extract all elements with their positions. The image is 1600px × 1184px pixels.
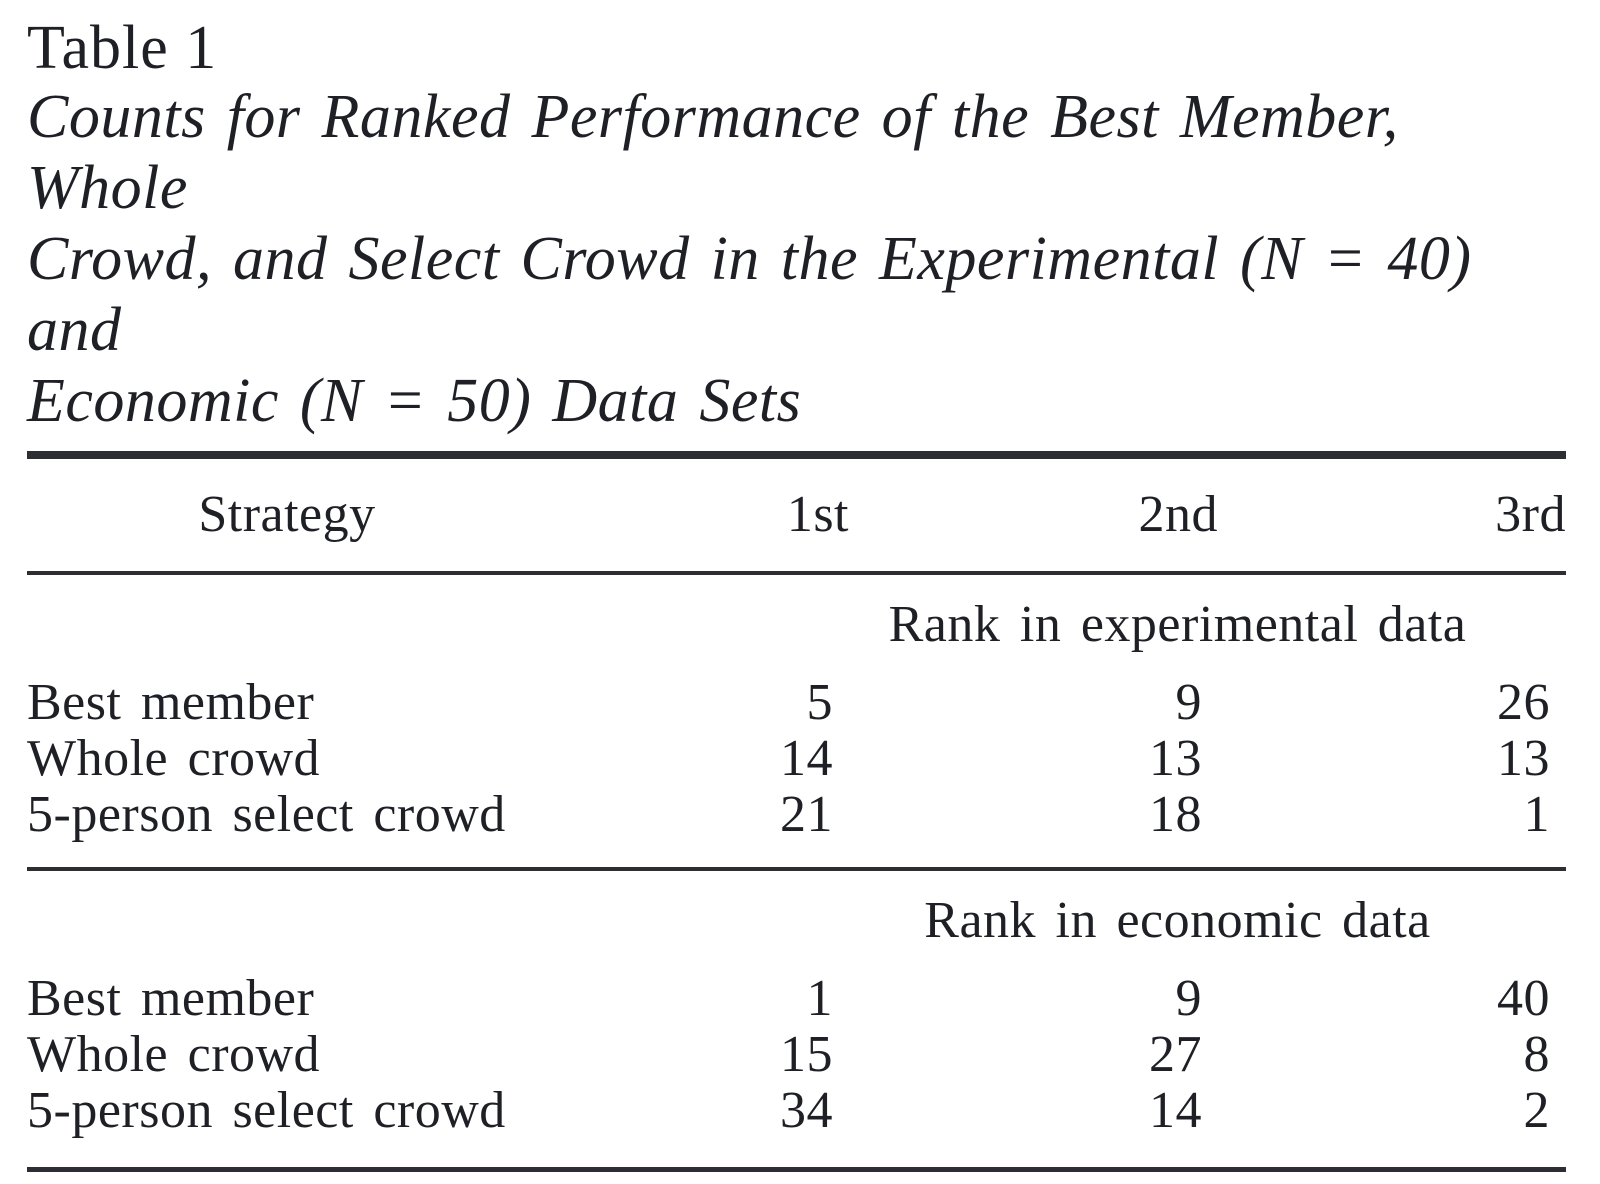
rule-between-sections [27,867,1566,871]
cell-2nd: 14 [1149,1082,1202,1139]
column-header-strategy: Strategy [198,486,376,543]
cell-3rd: 13 [1497,730,1550,787]
table-row: 5-person select crowd 34 14 2 [27,1083,1566,1139]
table-row: Whole crowd 14 13 13 [27,731,1566,787]
cell-1st: 5 [806,674,833,731]
section-header-economic: Rank in economic data [924,892,1431,949]
cell-2nd: 18 [1149,786,1202,843]
rule-below-header [27,571,1566,575]
column-header-row: Strategy 1st 2nd 3rd [27,459,1566,571]
cell-3rd: 40 [1497,970,1550,1027]
caption-line-3: Economic (N = 50) Data Sets [27,367,802,435]
table-row: 5-person select crowd 21 18 1 [27,787,1566,843]
table-block: Table 1 Counts for Ranked Performance of… [27,14,1566,1184]
caption-line-1: Counts for Ranked Performance of the Bes… [27,83,1399,222]
cell-2nd: 27 [1149,1026,1202,1083]
cell-1st: 1 [806,970,833,1027]
cell-3rd: 2 [1523,1082,1550,1139]
cell-2nd: 9 [1175,970,1202,1027]
table-title: Table 1 [27,14,218,82]
cell-3rd: 8 [1523,1026,1550,1083]
row-label: Whole crowd [27,1026,321,1083]
spanner-spacer [27,575,547,675]
cell-2nd: 9 [1175,674,1202,731]
column-header-3rd: 3rd [1495,486,1566,543]
table-row: Whole crowd 15 27 8 [27,1027,1566,1083]
row-label: Best member [27,970,315,1027]
table-caption: Counts for Ranked Performance of the Bes… [27,82,1566,437]
spanner-spacer [27,871,547,971]
row-label: Best member [27,674,315,731]
cell-1st: 34 [780,1082,833,1139]
cell-3rd: 26 [1497,674,1550,731]
row-label: Whole crowd [27,730,321,787]
column-header-2nd: 2nd [1138,486,1218,543]
cell-3rd: 1 [1523,786,1550,843]
cell-1st: 21 [780,786,833,843]
column-header-1st: 1st [786,486,849,543]
section-header-row-experimental: Rank in experimental data [27,575,1566,675]
section-experimental: Rank in experimental data Best member 5 … [27,575,1566,867]
cell-1st: 14 [780,730,833,787]
row-label: 5-person select crowd [27,786,506,843]
section-header-experimental: Rank in experimental data [888,596,1467,653]
cell-1st: 15 [780,1026,833,1083]
rule-top [27,451,1566,459]
table-row: Best member 5 9 26 [27,675,1566,731]
section-header-row-economic: Rank in economic data [27,871,1566,971]
table-row: Best member 1 9 40 [27,971,1566,1027]
rule-bottom [27,1167,1566,1172]
cell-2nd: 13 [1149,730,1202,787]
caption-line-2: Crowd, and Select Crowd in the Experimen… [27,225,1472,364]
section-economic: Rank in economic data Best member 1 9 40… [27,871,1566,1167]
row-label: 5-person select crowd [27,1082,506,1139]
